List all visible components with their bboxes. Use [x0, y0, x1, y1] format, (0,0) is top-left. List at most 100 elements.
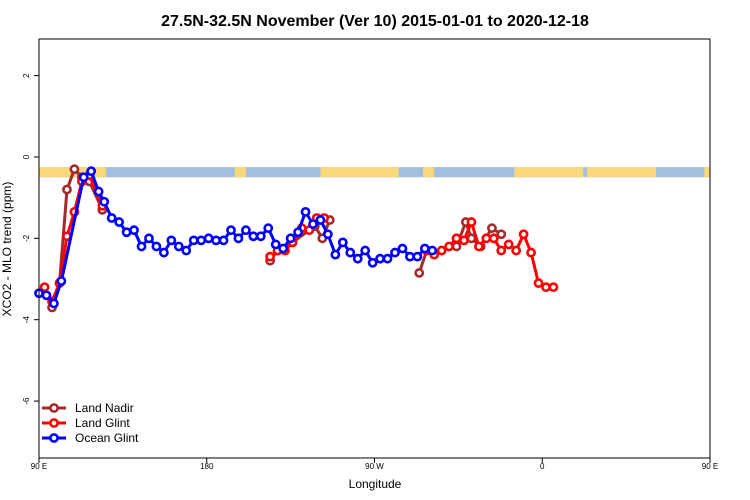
data-point [473, 241, 484, 252]
data-point [330, 249, 341, 260]
data-point [323, 229, 333, 240]
data-point [255, 231, 266, 242]
data-point [144, 233, 154, 244]
data-point [93, 186, 104, 197]
data-point [240, 225, 251, 236]
data-point [503, 239, 514, 250]
data-point [263, 223, 274, 234]
data-point [270, 239, 281, 250]
land-band-segment [586, 167, 656, 178]
data-point [352, 253, 363, 264]
data-point [481, 233, 492, 244]
data-point [427, 245, 438, 256]
land-band-segment [234, 167, 246, 178]
land-band-segment [514, 167, 584, 178]
data-point [511, 245, 522, 256]
data-point [49, 298, 59, 309]
land-band-segment [704, 167, 710, 178]
plot-area [34, 164, 710, 313]
data-point [308, 219, 318, 229]
x-tick-label: 90 W [365, 462, 384, 471]
data-point [218, 235, 229, 246]
data-point [233, 233, 244, 244]
data-point [533, 278, 544, 288]
data-point [211, 235, 221, 246]
legend-item: Land Nadir [42, 401, 134, 415]
data-point [106, 213, 117, 223]
data-point [248, 231, 259, 242]
y-tick-label: 2 [22, 73, 31, 78]
data-point [360, 245, 371, 256]
data-point [39, 282, 50, 293]
x-tick-label: 90 E [31, 462, 47, 471]
data-point [181, 245, 192, 256]
data-point [412, 251, 423, 262]
y-axis-label: XCO2 - MLO trend (ppm) [0, 182, 14, 317]
data-point [285, 233, 296, 244]
data-point [166, 235, 177, 246]
data-point [293, 227, 303, 238]
data-point [405, 251, 415, 262]
series-ocean-glint [34, 166, 438, 309]
data-point [56, 276, 67, 286]
data-point [265, 251, 276, 262]
y-tick-label: 0 [22, 154, 31, 159]
data-point [518, 229, 529, 240]
data-point [367, 257, 378, 268]
legend-marker [49, 403, 59, 413]
data-point [300, 206, 311, 217]
data-point [121, 227, 132, 238]
land-band-segment [320, 167, 399, 178]
data-point [203, 233, 214, 244]
y-tick-label: -2 [22, 234, 31, 242]
data-point [444, 241, 454, 252]
land-band-segment [422, 167, 435, 178]
data-point [188, 235, 199, 246]
data-point [375, 253, 385, 264]
data-point [86, 166, 97, 177]
data-point [158, 247, 169, 258]
legend-label: Ocean Glint [75, 431, 139, 445]
data-point [337, 237, 348, 248]
data-point [451, 233, 462, 244]
axes: 90 E 180 90 W 0 90 E 2 0 -2 -4 -6 [22, 73, 718, 471]
data-point [78, 172, 89, 183]
data-point [390, 247, 400, 258]
data-point [466, 233, 477, 244]
data-point [397, 243, 408, 254]
x-axis-label: Longitude [349, 477, 402, 491]
data-point [451, 241, 462, 252]
legend-label: Land Nadir [75, 401, 134, 415]
data-point [173, 241, 184, 252]
data-point [548, 282, 559, 293]
data-point [466, 217, 477, 227]
data-point [196, 235, 207, 246]
data-point [496, 229, 507, 240]
data-point [69, 164, 80, 175]
data-point [129, 225, 139, 236]
x-tick-label: 0 [540, 462, 545, 471]
legend-marker [49, 433, 59, 443]
data-point [151, 241, 162, 252]
data-point [99, 196, 110, 207]
data-point [382, 253, 393, 264]
data-point [41, 290, 52, 301]
chart-title: 27.5N-32.5N November (Ver 10) 2015-01-01… [161, 13, 589, 30]
x-tick-label: 180 [200, 462, 214, 471]
data-point [487, 223, 497, 234]
y-tick-label: -4 [22, 316, 31, 324]
legend-label: Land Glint [75, 416, 130, 430]
data-point [496, 245, 507, 256]
data-point [459, 235, 469, 246]
data-point [62, 184, 72, 195]
legend-item: Ocean Glint [42, 431, 139, 445]
y-tick-label: -6 [22, 397, 31, 405]
data-point [226, 225, 236, 236]
data-point [315, 215, 326, 225]
data-point [541, 282, 551, 293]
data-point [488, 233, 499, 244]
series-land-nadir [47, 164, 507, 313]
legend-marker [49, 418, 59, 428]
